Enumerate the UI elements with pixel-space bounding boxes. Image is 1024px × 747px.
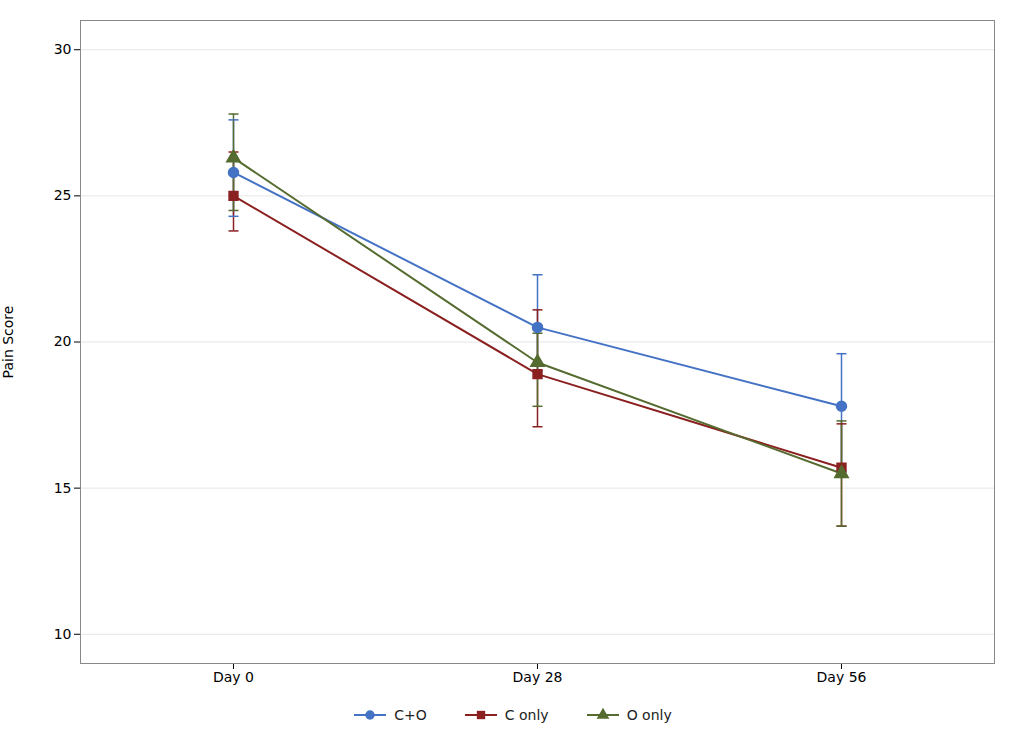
svg-text:10: 10 <box>54 626 72 642</box>
svg-text:20: 20 <box>54 333 72 349</box>
html-text:C only: C only <box>504 707 549 723</box>
svg-text:30: 30 <box>54 41 72 57</box>
svg-text:15: 15 <box>54 480 72 496</box>
svg-text:Day 28: Day 28 <box>513 669 563 685</box>
html-text:O only: O only <box>626 707 672 723</box>
svg-text:25: 25 <box>54 187 72 203</box>
svg-text:Day 0: Day 0 <box>213 669 254 685</box>
svg-text:Day 56: Day 56 <box>817 669 867 685</box>
svg-text:Pain Score: Pain Score <box>0 306 16 379</box>
html-text:C+O: C+O <box>394 707 427 723</box>
